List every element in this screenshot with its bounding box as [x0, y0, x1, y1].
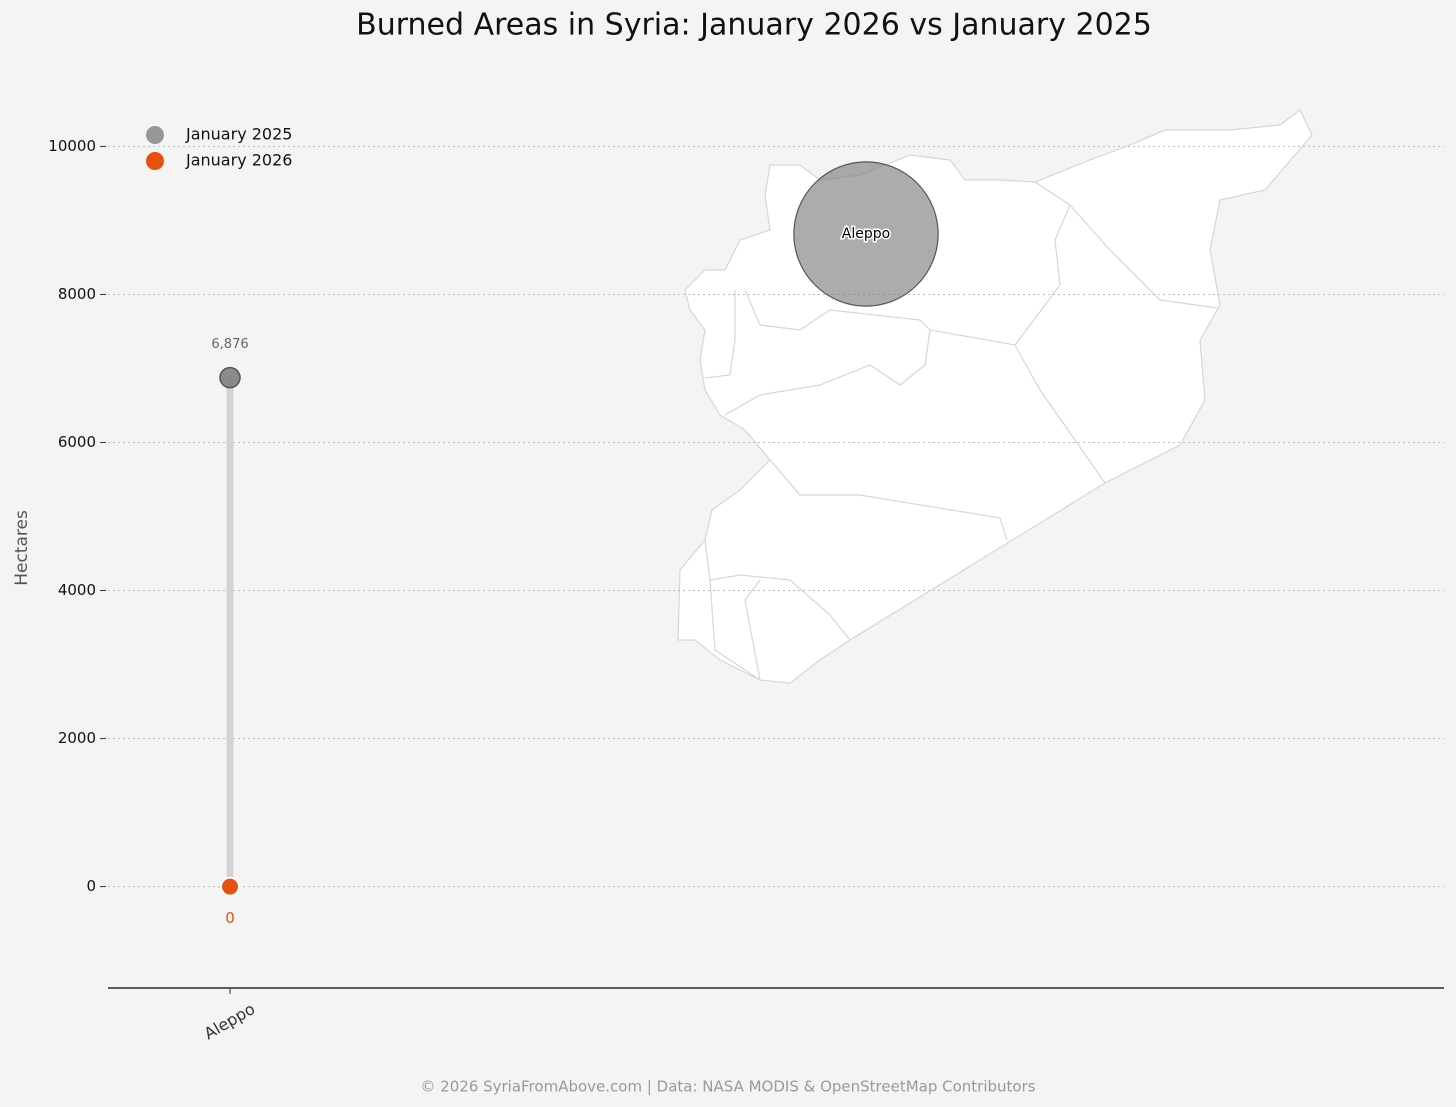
y-axis-label: Hectares	[12, 510, 32, 586]
y-tick-label: 4000	[58, 581, 96, 599]
value-label: 6,876	[211, 337, 248, 352]
map-border	[724, 329, 931, 416]
dot-2025	[219, 366, 241, 389]
y-tick-label: 0	[86, 877, 96, 895]
legend-marker	[146, 152, 164, 170]
value-label: 0	[225, 909, 235, 927]
legend-label: January 2025	[185, 125, 292, 144]
chart-title: Burned Areas in Syria: January 2026 vs J…	[356, 8, 1152, 43]
map-bubble	[793, 161, 939, 307]
map-border	[704, 539, 851, 641]
map-bubble-label: Aleppo	[842, 226, 890, 242]
dot-2026	[220, 876, 240, 897]
map-border	[1069, 204, 1219, 309]
source-note: © 2026 SyriaFromAbove.com | Data: NASA M…	[420, 1078, 1035, 1096]
map-border	[704, 290, 736, 379]
y-tick-label: 8000	[58, 285, 96, 303]
map-border	[769, 459, 1008, 541]
legend-marker	[146, 126, 164, 144]
legend-label: January 2026	[185, 151, 292, 170]
y-tick-label: 2000	[58, 729, 96, 747]
y-tick-label: 10000	[48, 137, 96, 155]
y-tick-label: 6000	[58, 433, 96, 451]
map-border	[709, 579, 761, 682]
map-border	[1014, 344, 1106, 484]
map-border	[744, 289, 921, 331]
